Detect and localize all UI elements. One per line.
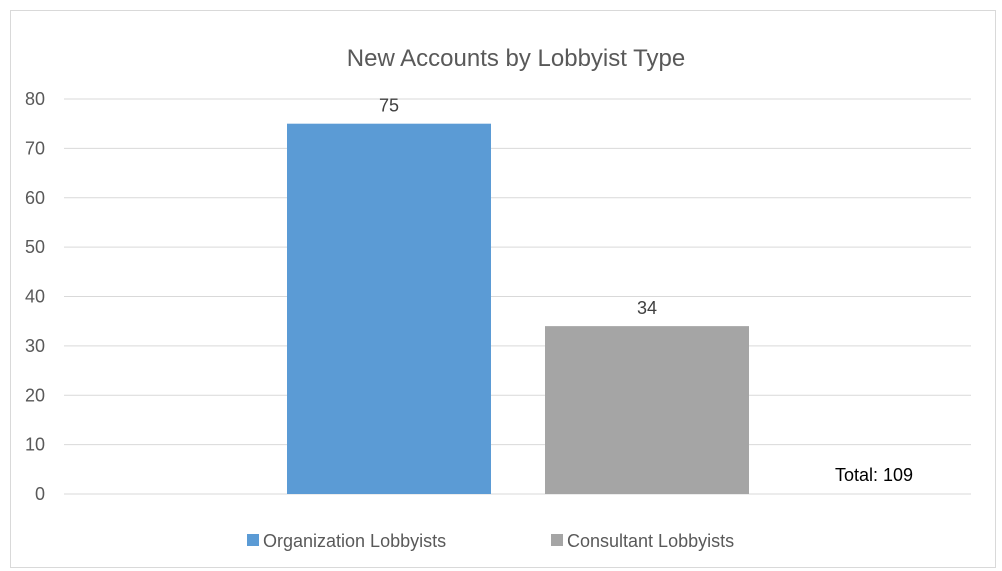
legend-label: Organization Lobbyists xyxy=(263,531,446,551)
y-tick-label: 60 xyxy=(25,188,45,208)
y-tick-label: 80 xyxy=(25,89,45,109)
y-axis-ticks: 0 10 20 30 40 50 60 70 80 xyxy=(25,89,45,504)
chart-frame xyxy=(10,10,996,568)
bar-organization-lobbyists xyxy=(287,123,491,494)
y-tick-label: 0 xyxy=(35,484,45,504)
bar-consultant-lobbyists xyxy=(545,326,749,494)
legend-swatch xyxy=(247,534,259,546)
legend-swatch xyxy=(551,534,563,546)
total-annotation: Total: 109 xyxy=(835,465,913,485)
legend: Organization Lobbyists Consultant Lobbyis… xyxy=(247,531,734,551)
gridlines xyxy=(64,98,971,495)
y-tick-label: 50 xyxy=(25,237,45,257)
data-label: 75 xyxy=(379,96,399,116)
data-label: 34 xyxy=(637,298,657,318)
data-labels: 75 34 xyxy=(379,96,657,318)
legend-label: Consultant Lobbyists xyxy=(567,531,734,551)
y-tick-label: 20 xyxy=(25,385,45,405)
y-tick-label: 70 xyxy=(25,138,45,158)
bars xyxy=(287,123,749,494)
y-tick-label: 30 xyxy=(25,336,45,356)
y-tick-label: 10 xyxy=(25,435,45,455)
chart-title: New Accounts by Lobbyist Type xyxy=(347,45,685,72)
y-tick-label: 40 xyxy=(25,287,45,307)
